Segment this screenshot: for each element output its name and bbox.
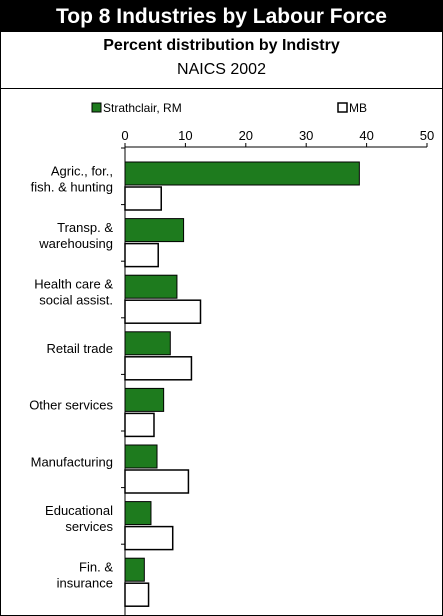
- bar-mb: [124, 356, 193, 381]
- category-label: Fin. &: [79, 560, 113, 575]
- x-tick-label: 10: [178, 128, 192, 143]
- x-tick-label: 0: [121, 128, 128, 143]
- category-label: Manufacturing: [31, 454, 113, 469]
- bar-strathclair: [124, 501, 152, 526]
- header-divider: [1, 88, 442, 89]
- category-label: insurance: [57, 576, 113, 591]
- legend-label-strathclair: Strathclair, RM: [103, 101, 182, 115]
- bar-strathclair: [124, 557, 145, 582]
- category-label: Other services: [29, 398, 113, 413]
- x-tick-label: 20: [239, 128, 253, 143]
- bar-mb: [124, 469, 190, 494]
- bar-mb: [124, 299, 202, 324]
- bar-mb: [124, 582, 150, 607]
- bar-mb: [124, 412, 155, 438]
- bar-strathclair: [124, 387, 165, 412]
- category-label: warehousing: [38, 236, 113, 251]
- bar-strathclair: [124, 218, 185, 243]
- category-label: fish. & hunting: [31, 179, 113, 194]
- bar-mb: [124, 525, 174, 551]
- bar-chart: Strathclair, RM MB 0 10 20 30 40 50 Agric., for.…: [29, 101, 434, 615]
- bar-strathclair: [124, 161, 360, 186]
- x-tick-label: 50: [420, 128, 434, 143]
- category-label: Transp. &: [57, 220, 113, 235]
- bar-strathclair: [124, 331, 171, 356]
- category-label: services: [65, 519, 113, 534]
- category-label: Retail trade: [47, 341, 113, 356]
- category-label: Health care &: [34, 277, 113, 292]
- category-label: Agric., for.,: [51, 163, 113, 178]
- x-tick-label: 40: [359, 128, 373, 143]
- chart-subtitle: Percent distribution by Indistry: [103, 37, 340, 54]
- category-label: Educational: [45, 503, 113, 518]
- chart-subtitle-classification: NAICS 2002: [177, 61, 266, 78]
- legend-swatch-mb: [337, 102, 348, 113]
- category-label: social assist.: [39, 293, 113, 308]
- bar-strathclair: [124, 274, 178, 299]
- bar-strathclair: [124, 444, 158, 469]
- bar-mb: [124, 186, 162, 211]
- x-tick-label: 30: [299, 128, 313, 143]
- bar-mb: [124, 242, 159, 268]
- legend-swatch-strathclair: [91, 102, 102, 113]
- legend-label-mb: MB: [349, 101, 367, 115]
- chart-title: Top 8 Industries by Labour Force: [1, 1, 442, 32]
